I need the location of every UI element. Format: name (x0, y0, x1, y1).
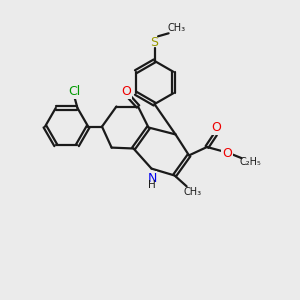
Text: O: O (121, 85, 130, 98)
Text: O: O (212, 121, 221, 134)
Text: S: S (151, 36, 158, 49)
Text: O: O (222, 147, 232, 160)
Text: Cl: Cl (68, 85, 80, 98)
Text: N: N (147, 172, 157, 185)
Text: H: H (148, 180, 156, 190)
Text: CH₃: CH₃ (184, 187, 202, 197)
Text: C₂H₅: C₂H₅ (240, 157, 261, 167)
Text: CH₃: CH₃ (168, 23, 186, 33)
